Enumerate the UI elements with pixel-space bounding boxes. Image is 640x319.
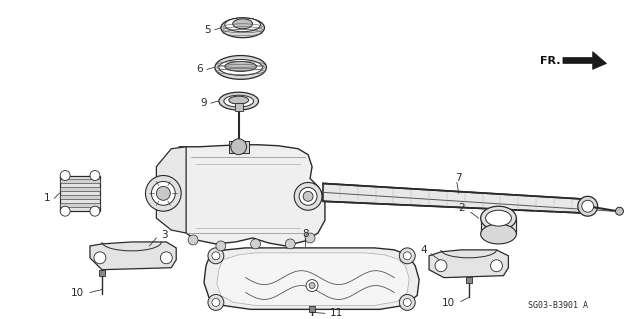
Bar (60, 195, 100, 199)
Ellipse shape (224, 95, 253, 107)
Circle shape (216, 241, 226, 251)
Ellipse shape (228, 96, 248, 104)
Bar (60, 187, 100, 191)
Circle shape (299, 187, 317, 205)
Circle shape (161, 252, 172, 264)
Bar (309, 306, 315, 312)
Bar (60, 203, 100, 207)
Text: 2: 2 (458, 203, 465, 213)
Bar (99, 270, 105, 276)
Text: 3: 3 (161, 230, 168, 240)
Polygon shape (429, 250, 508, 278)
Circle shape (582, 200, 594, 212)
Circle shape (403, 252, 412, 260)
Circle shape (305, 233, 315, 243)
Text: 10: 10 (71, 287, 84, 298)
Bar (235, 103, 243, 111)
Circle shape (251, 239, 260, 249)
Circle shape (208, 248, 224, 264)
Ellipse shape (219, 60, 262, 75)
Text: 1: 1 (44, 193, 51, 203)
Circle shape (188, 235, 198, 245)
Circle shape (145, 175, 181, 211)
Circle shape (399, 294, 415, 310)
Text: SG03-B3901 A: SG03-B3901 A (528, 301, 588, 310)
Circle shape (60, 171, 70, 181)
Circle shape (403, 299, 412, 306)
Circle shape (303, 191, 313, 201)
Ellipse shape (215, 56, 266, 79)
Circle shape (294, 182, 322, 210)
Circle shape (399, 248, 415, 264)
Text: 5: 5 (204, 25, 211, 35)
Polygon shape (179, 145, 325, 246)
Polygon shape (563, 52, 607, 70)
Ellipse shape (221, 18, 264, 38)
Polygon shape (156, 147, 186, 233)
Ellipse shape (225, 18, 260, 32)
Circle shape (152, 182, 175, 205)
Circle shape (212, 299, 220, 306)
Text: FR.: FR. (540, 56, 561, 66)
Circle shape (490, 260, 502, 272)
Text: 4: 4 (420, 245, 427, 255)
Bar (481, 218, 516, 234)
Circle shape (616, 207, 623, 215)
Circle shape (94, 252, 106, 264)
Ellipse shape (233, 19, 253, 29)
Bar (228, 141, 248, 153)
Circle shape (90, 171, 100, 181)
Bar (60, 180, 100, 183)
Polygon shape (217, 253, 409, 305)
Circle shape (285, 239, 295, 249)
Text: 6: 6 (196, 64, 203, 74)
Circle shape (208, 294, 224, 310)
Circle shape (309, 283, 315, 289)
Text: 10: 10 (442, 298, 455, 308)
Bar (60, 175, 100, 211)
Bar (466, 277, 472, 283)
Polygon shape (204, 248, 419, 309)
Polygon shape (323, 183, 588, 213)
Ellipse shape (481, 224, 516, 244)
Text: 8: 8 (302, 229, 308, 239)
Circle shape (435, 260, 447, 272)
Circle shape (212, 252, 220, 260)
Circle shape (156, 186, 170, 200)
Ellipse shape (481, 206, 516, 230)
Circle shape (306, 280, 318, 292)
Polygon shape (90, 242, 176, 270)
Circle shape (60, 206, 70, 216)
Ellipse shape (225, 62, 257, 71)
Circle shape (578, 196, 598, 216)
Ellipse shape (219, 92, 259, 110)
Text: 7: 7 (456, 174, 462, 183)
Text: 9: 9 (200, 98, 207, 108)
Circle shape (90, 206, 100, 216)
Ellipse shape (486, 210, 511, 226)
Text: 11: 11 (330, 308, 343, 318)
Circle shape (231, 139, 246, 155)
